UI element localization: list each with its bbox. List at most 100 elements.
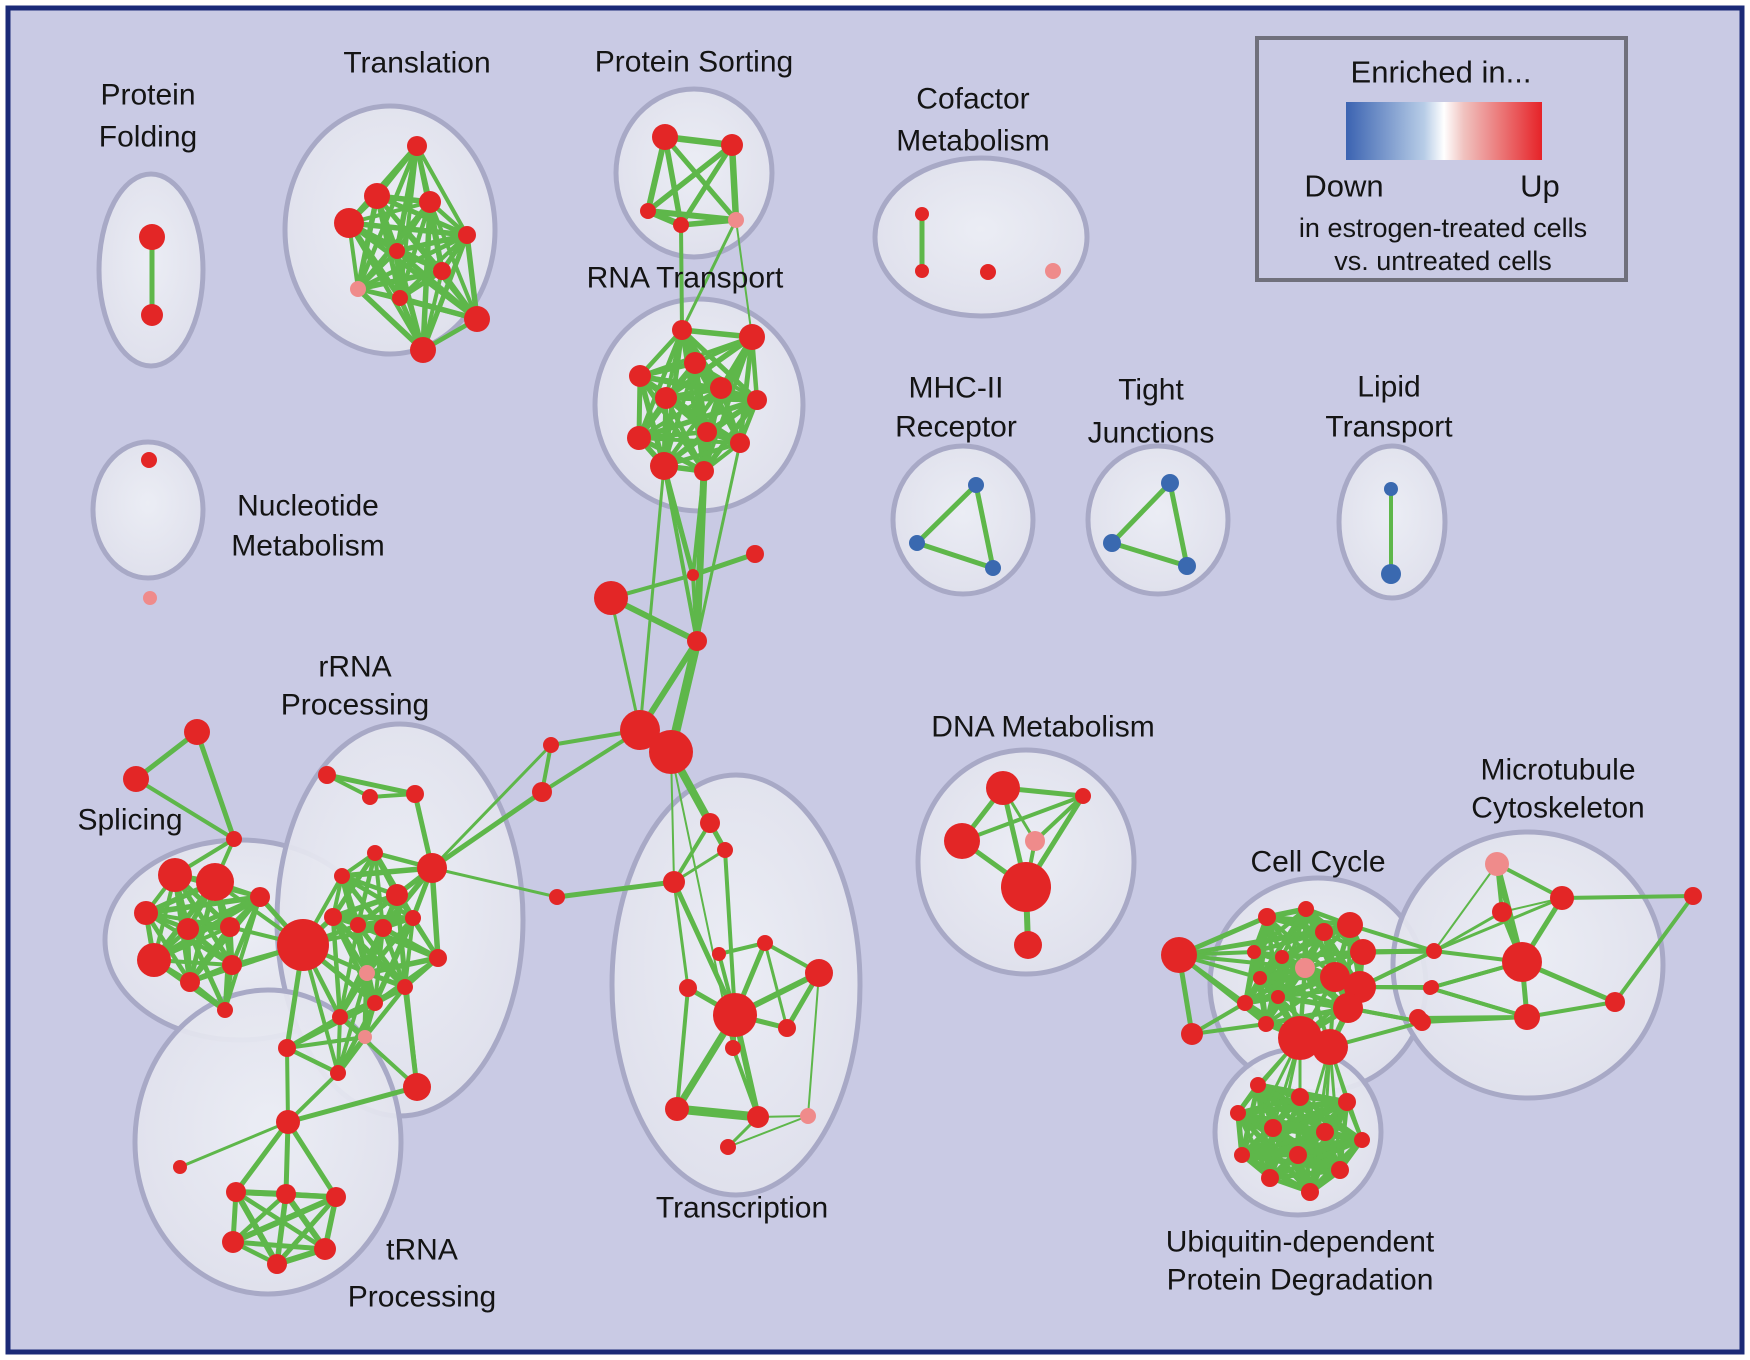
network-edge [1560, 894, 1695, 900]
cluster-label-mhc_ii_receptor: Receptor [895, 411, 1017, 444]
network-edge [355, 268, 445, 292]
network-edge [914, 540, 996, 571]
network-node-mhc_ii_receptor [968, 477, 984, 493]
network-edge [914, 482, 979, 546]
network-edge [283, 1191, 328, 1252]
network-node-ubiquitin_degradation [1250, 1077, 1266, 1093]
network-node-translation [410, 337, 436, 363]
network-edge-intercluster [1296, 1045, 1332, 1157]
network-node-cell_cycle [1312, 1029, 1348, 1065]
network-node-rna_transport [739, 324, 765, 350]
network-node-dna_metabolism [1001, 862, 1051, 912]
network-node-central_chain [543, 737, 559, 753]
network-edge [1109, 480, 1173, 546]
network-node-rrna_processing [406, 785, 424, 803]
network-node-dna_metabolism [1014, 931, 1042, 959]
network-node-splicing [196, 863, 234, 901]
network-edge-intercluster [1432, 910, 1504, 953]
legend-gradient-bar [1346, 102, 1542, 160]
cluster-label-mhc_ii_receptor: MHC-II [909, 372, 1004, 405]
network-edge [364, 915, 416, 976]
network-edge [662, 134, 684, 228]
cluster-label-lipid_transport: Transport [1325, 411, 1453, 444]
network-node-translation [334, 208, 364, 238]
network-node-microtubule_cytoskeleton [1485, 852, 1509, 876]
network-node-dna_metabolism [986, 771, 1020, 805]
network-edge [1190, 1022, 1268, 1036]
network-edge [636, 327, 685, 441]
network-node-nucleotide_metabolism [141, 452, 157, 468]
network-node-translation [392, 290, 408, 306]
network-edge-intercluster [695, 441, 742, 643]
network-edge [678, 217, 739, 228]
network-node-rrna_processing [359, 965, 375, 981]
network-edge [230, 1194, 339, 1245]
cluster-ellipse-nucleotide_metabolism [90, 439, 206, 581]
network-node-rrna_processing [277, 919, 329, 971]
network-node-central_chain [687, 569, 699, 581]
network-edge [230, 1239, 328, 1252]
cluster-label-cofactor_metabolism: Metabolism [896, 125, 1049, 158]
legend-subtitle-line1: in estrogen-treated cells [1299, 213, 1587, 243]
cluster-label-trna_processing: tRNA [386, 1234, 458, 1267]
network-node-cofactor_metabolism [980, 264, 996, 280]
network-node-rrna_processing [417, 853, 447, 883]
network-edge-intercluster [430, 743, 553, 870]
network-edge [737, 334, 755, 446]
network-node-splicing [250, 887, 270, 907]
network-node-lipid_transport [1381, 564, 1401, 584]
network-node-rrna_processing [362, 789, 378, 805]
network-node-cell_cycle [1161, 937, 1197, 973]
network-node-rrna_processing [318, 766, 336, 784]
legend-down-label: Down [1304, 169, 1383, 204]
network-node-transcription [800, 1108, 816, 1124]
network-edge [678, 142, 735, 228]
network-node-rrna_processing [358, 1030, 372, 1044]
network-node-rrna_processing [386, 884, 408, 906]
network-node-cofactor_metabolism [915, 264, 929, 278]
network-node-transcription [663, 871, 685, 893]
network-node-rna_transport [697, 422, 717, 442]
network-node-microtubule_cytoskeleton [1605, 992, 1625, 1012]
network-edge [178, 1120, 290, 1169]
network-edge-intercluster [285, 1046, 290, 1124]
network-edge [672, 880, 690, 990]
network-edge [637, 436, 742, 445]
network-node-rrna_processing [334, 868, 350, 884]
network-node-translation [464, 306, 490, 332]
network-node-protein_folding [139, 224, 165, 250]
network-node-protein_sorting [721, 134, 743, 156]
network-edge [1348, 923, 1436, 953]
network-node-microtubule_cytoskeleton [1684, 887, 1702, 905]
network-edge [807, 972, 820, 1117]
network-node-dna_metabolism [1025, 831, 1045, 851]
network-edge [960, 794, 1085, 843]
network-edge [283, 1119, 291, 1197]
network-edge [233, 1189, 280, 1267]
network-node-ubiquitin_degradation [1301, 1183, 1319, 1201]
network-node-microtubule_cytoskeleton [1502, 942, 1542, 982]
network-edge-intercluster [285, 1084, 420, 1125]
network-edge [973, 482, 996, 571]
network-edge [284, 1045, 341, 1076]
network-edge [356, 249, 399, 291]
network-node-rna_transport [650, 452, 678, 480]
network-node-translation [364, 183, 390, 209]
network-node-splicing [222, 955, 242, 975]
cluster-label-rna_transport: RNA Transport [587, 262, 784, 295]
network-edge [373, 926, 385, 1005]
network-edge [1267, 1167, 1343, 1181]
network-node-protein_folding [141, 304, 163, 326]
network-node-trna_processing [267, 1254, 287, 1274]
network-node-ubiquitin_degradation [1289, 1146, 1307, 1164]
network-node-cell_cycle [1426, 943, 1442, 959]
legend-subtitle-line2: vs. untreated cells [1334, 246, 1552, 276]
network-node-rrna_processing [324, 908, 342, 926]
network-edge-intercluster [679, 223, 684, 332]
network-node-cell_cycle [1337, 912, 1363, 938]
network-edge [637, 386, 723, 440]
network-edge [415, 144, 469, 237]
network-node-rrna_processing [374, 919, 392, 937]
network-edge-intercluster [680, 218, 738, 332]
